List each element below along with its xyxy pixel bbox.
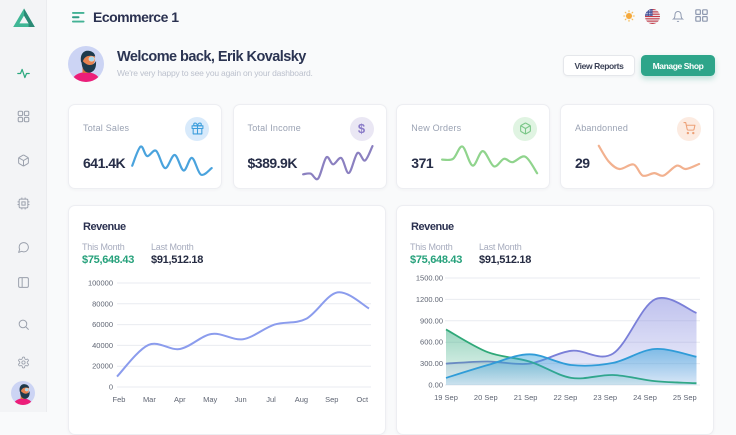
svg-text:100000: 100000 <box>88 279 113 288</box>
svg-text:80000: 80000 <box>92 299 113 308</box>
svg-text:22 Sep: 22 Sep <box>554 393 578 402</box>
svg-text:25 Sep: 25 Sep <box>673 393 697 402</box>
svg-text:21 Sep: 21 Sep <box>514 393 538 402</box>
svg-text:900.00: 900.00 <box>420 316 443 325</box>
svg-text:1500.00: 1500.00 <box>416 274 443 283</box>
svg-text:Oct: Oct <box>356 395 369 404</box>
svg-text:23 Sep: 23 Sep <box>593 393 617 402</box>
svg-text:Mar: Mar <box>143 395 156 404</box>
svg-text:Aug: Aug <box>295 395 308 404</box>
svg-text:1200.00: 1200.00 <box>416 295 443 304</box>
svg-text:24 Sep: 24 Sep <box>633 393 657 402</box>
svg-text:Feb: Feb <box>113 395 126 404</box>
svg-text:Sep: Sep <box>325 395 338 404</box>
svg-text:300.00: 300.00 <box>420 359 443 368</box>
svg-text:0: 0 <box>109 383 113 392</box>
svg-text:Jul: Jul <box>266 395 276 404</box>
svg-text:40000: 40000 <box>92 341 113 350</box>
svg-text:20 Sep: 20 Sep <box>474 393 498 402</box>
svg-text:Apr: Apr <box>174 395 186 404</box>
svg-text:19 Sep: 19 Sep <box>434 393 458 402</box>
svg-text:20000: 20000 <box>92 362 113 371</box>
svg-text:60000: 60000 <box>92 320 113 329</box>
svg-text:May: May <box>203 395 217 404</box>
svg-text:600.00: 600.00 <box>420 338 443 347</box>
svg-text:0.00: 0.00 <box>428 381 443 390</box>
svg-text:Jun: Jun <box>235 395 247 404</box>
